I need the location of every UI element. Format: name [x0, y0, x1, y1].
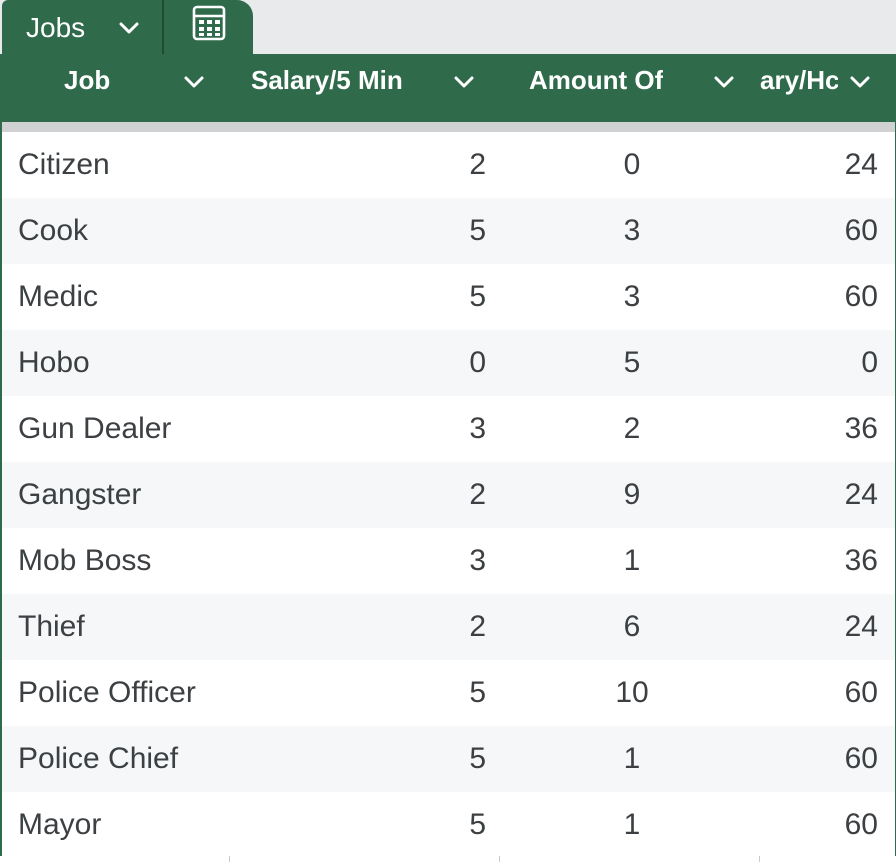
hour-cell: 36 [844, 544, 878, 577]
job-cell: Police Officer [18, 676, 196, 709]
table-body: Citizen 2 0 24 Cook 5 3 60 Medic 5 3 60 … [2, 132, 895, 858]
salary-cell: 5 [469, 742, 486, 775]
job-cell: Medic [18, 280, 99, 313]
salary-cell: 5 [469, 280, 486, 313]
salary-cell: 2 [469, 478, 486, 511]
table-header: Job Salary/5 Min Amount Of ary/Hc [2, 56, 895, 122]
column-header-job[interactable]: Job [64, 56, 110, 104]
table-row[interactable]: Medic 5 3 60 [2, 264, 895, 330]
table-row[interactable]: Mob Boss 3 1 36 [2, 528, 895, 594]
table-row[interactable]: Gangster 2 9 24 [2, 462, 895, 528]
column-header-label: Amount Of [529, 64, 664, 95]
amount-cell: 9 [623, 478, 641, 511]
job-cell: Gun Dealer [18, 412, 172, 445]
salary-cell: 5 [469, 808, 486, 841]
job-cell: Cook [18, 214, 89, 247]
hour-cell: 24 [844, 610, 878, 643]
column-divider [499, 856, 500, 862]
tab-jobs[interactable]: Jobs [2, 0, 162, 56]
hour-cell: 60 [844, 676, 878, 709]
table-row[interactable]: Police Chief 5 1 60 [2, 726, 895, 792]
amount-cell: 5 [623, 346, 641, 379]
hour-cell: 36 [844, 412, 878, 445]
salary-cell: 5 [469, 214, 486, 247]
table-row[interactable]: Cook 5 3 60 [2, 198, 895, 264]
amount-cell: 6 [623, 610, 641, 643]
table-row[interactable]: Citizen 2 0 24 [2, 132, 895, 198]
chevron-down-icon[interactable] [116, 15, 142, 46]
job-cell: Police Chief [18, 742, 179, 775]
hour-cell: 60 [844, 742, 878, 775]
table-row[interactable]: Gun Dealer 3 2 36 [2, 396, 895, 462]
column-header-label: ary/Hc [760, 64, 838, 95]
salary-cell: 2 [469, 610, 486, 643]
table-row[interactable]: Police Officer 5 10 60 [2, 660, 895, 726]
amount-cell: 3 [623, 280, 641, 313]
hour-cell: 60 [844, 280, 878, 313]
column-divider [759, 856, 760, 862]
hour-cell: 0 [861, 346, 878, 379]
hour-cell: 24 [844, 478, 878, 511]
hour-cell: 60 [844, 214, 878, 247]
salary-cell: 2 [469, 148, 486, 181]
column-header-salary[interactable]: Salary/5 Min [251, 56, 403, 104]
hour-cell: 24 [844, 148, 878, 181]
table-row[interactable]: Hobo 0 5 0 [2, 330, 895, 396]
calculator-tab[interactable] [164, 0, 253, 56]
job-cell: Hobo [18, 346, 90, 379]
table-row[interactable]: Mayor 5 1 60 [2, 792, 895, 858]
salary-cell: 3 [469, 544, 486, 577]
amount-cell: 1 [623, 808, 641, 841]
tab-divider [162, 0, 164, 56]
hour-cell: 60 [844, 808, 878, 841]
job-cell: Mayor [18, 808, 102, 841]
bottom-strip [0, 856, 896, 862]
tab-jobs-label: Jobs [26, 12, 86, 43]
column-header-label: Job [64, 64, 111, 95]
column-header-label: Salary/5 Min [251, 64, 403, 95]
salary-cell: 3 [469, 412, 486, 445]
jobs-table: Job Salary/5 Min Amount Of ary/Hc Citize… [0, 54, 896, 860]
amount-cell: 10 [615, 676, 649, 709]
column-header-hour[interactable]: ary/Hc [760, 56, 838, 104]
amount-cell: 1 [623, 742, 641, 775]
salary-cell: 0 [469, 346, 486, 379]
sheet-tab-bar: Jobs [0, 0, 896, 56]
job-cell: Thief [18, 610, 85, 643]
chevron-down-icon[interactable] [450, 68, 478, 103]
job-cell: Citizen [18, 148, 110, 181]
column-divider [229, 856, 230, 862]
job-cell: Mob Boss [18, 544, 152, 577]
calculator-icon [190, 5, 228, 47]
amount-cell: 0 [623, 148, 641, 181]
salary-cell: 5 [469, 676, 486, 709]
amount-cell: 2 [623, 412, 641, 445]
amount-cell: 1 [623, 544, 641, 577]
amount-cell: 3 [623, 214, 641, 247]
chevron-down-icon[interactable] [710, 68, 738, 103]
chevron-down-icon[interactable] [846, 68, 874, 103]
column-header-amount[interactable]: Amount Of [529, 56, 663, 104]
job-cell: Gangster [18, 478, 142, 511]
table-row[interactable]: Thief 2 6 24 [2, 594, 895, 660]
header-shadow [2, 122, 895, 132]
chevron-down-icon[interactable] [180, 68, 208, 103]
